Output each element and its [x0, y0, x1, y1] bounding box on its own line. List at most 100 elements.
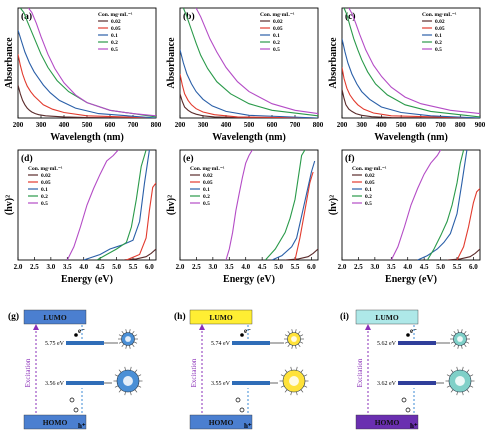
x-tick-label: 300: [356, 121, 367, 129]
ligand-stroke: [296, 366, 298, 371]
x-axis-title: Energy (eV): [61, 274, 113, 285]
lumo-bar: [355, 309, 419, 325]
ligand-stroke: [121, 330, 125, 335]
ligand-stroke: [469, 385, 474, 388]
legend-title: Con. mg·mL⁻¹: [352, 166, 387, 172]
series-line-0.1: [271, 160, 316, 260]
series-line-0.1: [83, 150, 150, 260]
x-tick-label: 2.5: [30, 263, 39, 271]
ligand-stroke: [300, 369, 304, 373]
electron-dot: [74, 333, 78, 337]
ligand-stroke: [124, 391, 126, 396]
ligand-stroke: [462, 391, 464, 396]
legend-label: 0.5: [273, 47, 280, 53]
lumo-bar: [23, 309, 87, 325]
ligand-stroke: [296, 391, 298, 396]
plot-frame: [17, 149, 157, 261]
ligand-stroke: [114, 385, 119, 388]
x-tick-label: 300: [36, 121, 47, 129]
legend-label: 0.05: [273, 26, 283, 32]
chart-panel-f: 2.0 2.5 3.0 3.5 4.0 4.5 5.0 5.5 6.0 Energy (eV) (h…: [328, 149, 481, 285]
panel-label: (g): [8, 311, 19, 322]
ligand-stroke: [124, 366, 126, 371]
lumo-bar: [189, 309, 253, 325]
particle-core: [289, 376, 299, 386]
ligand-stroke: [125, 329, 127, 333]
large-particle-icon: [445, 366, 475, 396]
ligand-stroke: [295, 329, 297, 333]
x-tick-label: 6.0: [307, 263, 316, 271]
legend-label: 0.1: [365, 187, 372, 193]
homo-bar: [355, 414, 419, 430]
series-line-0.05: [126, 182, 156, 260]
panel-label: (c): [345, 11, 356, 22]
series-line-0.1: [342, 38, 480, 118]
x-tick-label: 700: [435, 121, 446, 129]
x-axis-title: Energy (eV): [385, 274, 437, 285]
ligand-stroke: [297, 330, 301, 335]
legend-label: 0.5: [203, 201, 210, 207]
level-high-label: 5.75 eV: [45, 341, 65, 347]
series-line-0.05: [180, 73, 318, 118]
ligand-stroke: [137, 374, 142, 377]
lumo-label: LUMO: [375, 313, 398, 322]
level-high-bar: [232, 341, 270, 345]
legend-label: 0.2: [435, 40, 442, 46]
x-tick-label: 5.5: [291, 263, 300, 271]
x-tick-label: 600: [105, 121, 116, 129]
ligand-stroke: [290, 391, 292, 396]
legend-label: 0.1: [435, 33, 442, 39]
ligand-stroke: [130, 366, 132, 371]
legend-label: 0.2: [365, 194, 372, 200]
legend-label: 0.1: [273, 33, 280, 39]
legend-label: 0.2: [41, 194, 48, 200]
chart-panel-c: 200 300 400 500 600 700 800 900 Wavelength (nm) A…: [328, 7, 486, 143]
ligand-stroke: [284, 341, 289, 344]
series-line-0.05: [18, 54, 156, 118]
plot-frame: [179, 149, 319, 261]
series-line-0.1: [180, 49, 318, 118]
small-particle-icon: [118, 329, 138, 349]
x-tick-label: 700: [128, 121, 139, 129]
panel-label: (b): [183, 11, 195, 22]
lumo-label: LUMO: [209, 313, 232, 322]
excitation-label: Excitation: [24, 358, 32, 387]
series-line-0.02: [18, 84, 156, 118]
x-tick-label: 4.0: [403, 263, 412, 271]
ligand-stroke: [450, 341, 455, 344]
series-line-0.2: [182, 8, 318, 117]
x-tick-label: 4.0: [241, 263, 250, 271]
series-line-0.2: [96, 150, 147, 260]
series-line-0.02: [447, 248, 480, 260]
x-tick-label: 3.0: [208, 263, 217, 271]
ligand-stroke: [466, 389, 470, 393]
y-axis-title: (hv)²: [4, 195, 15, 215]
ligand-stroke: [461, 329, 463, 333]
ligand-stroke: [462, 366, 464, 371]
legend-label: 0.05: [111, 26, 121, 32]
legend-label: 0.1: [203, 187, 210, 193]
x-tick-label: 600: [267, 121, 278, 129]
chart-panel-e: 2.0 2.5 3.0 3.5 4.0 4.5 5.0 5.5 6.0 Energy (eV) (h…: [166, 149, 319, 285]
series-line-0.2: [19, 8, 156, 118]
ligand-stroke: [453, 330, 457, 335]
homo-bar: [189, 414, 253, 430]
particle-core: [125, 336, 131, 342]
x-tick-label: 3.5: [63, 263, 72, 271]
lumo-label: LUMO: [43, 313, 66, 322]
legend-label: 0.05: [365, 180, 375, 186]
x-tick-label: 200: [175, 121, 186, 129]
panel-label: (i): [340, 311, 349, 322]
x-tick-label: 400: [376, 121, 387, 129]
legend-label: 0.5: [365, 201, 372, 207]
x-tick-label: 2.0: [338, 263, 347, 271]
x-tick-label: 3.0: [46, 263, 55, 271]
ligand-stroke: [453, 343, 457, 348]
ligand-stroke: [299, 334, 304, 337]
ligand-stroke: [463, 343, 467, 348]
level-low-label: 3.62 eV: [377, 381, 397, 387]
series-line-0.05: [294, 171, 314, 260]
hole-circle: [239, 407, 245, 413]
x-tick-label: 4.0: [79, 263, 88, 271]
